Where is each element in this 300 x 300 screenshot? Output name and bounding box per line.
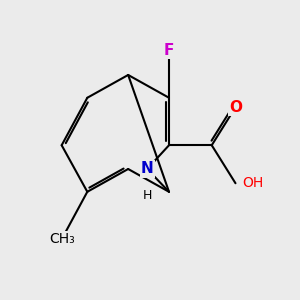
Text: OH: OH — [243, 176, 264, 190]
Text: CH₃: CH₃ — [49, 232, 74, 246]
Text: O: O — [229, 100, 242, 115]
Text: H: H — [142, 189, 152, 202]
Text: N: N — [141, 161, 154, 176]
Text: F: F — [164, 43, 174, 58]
